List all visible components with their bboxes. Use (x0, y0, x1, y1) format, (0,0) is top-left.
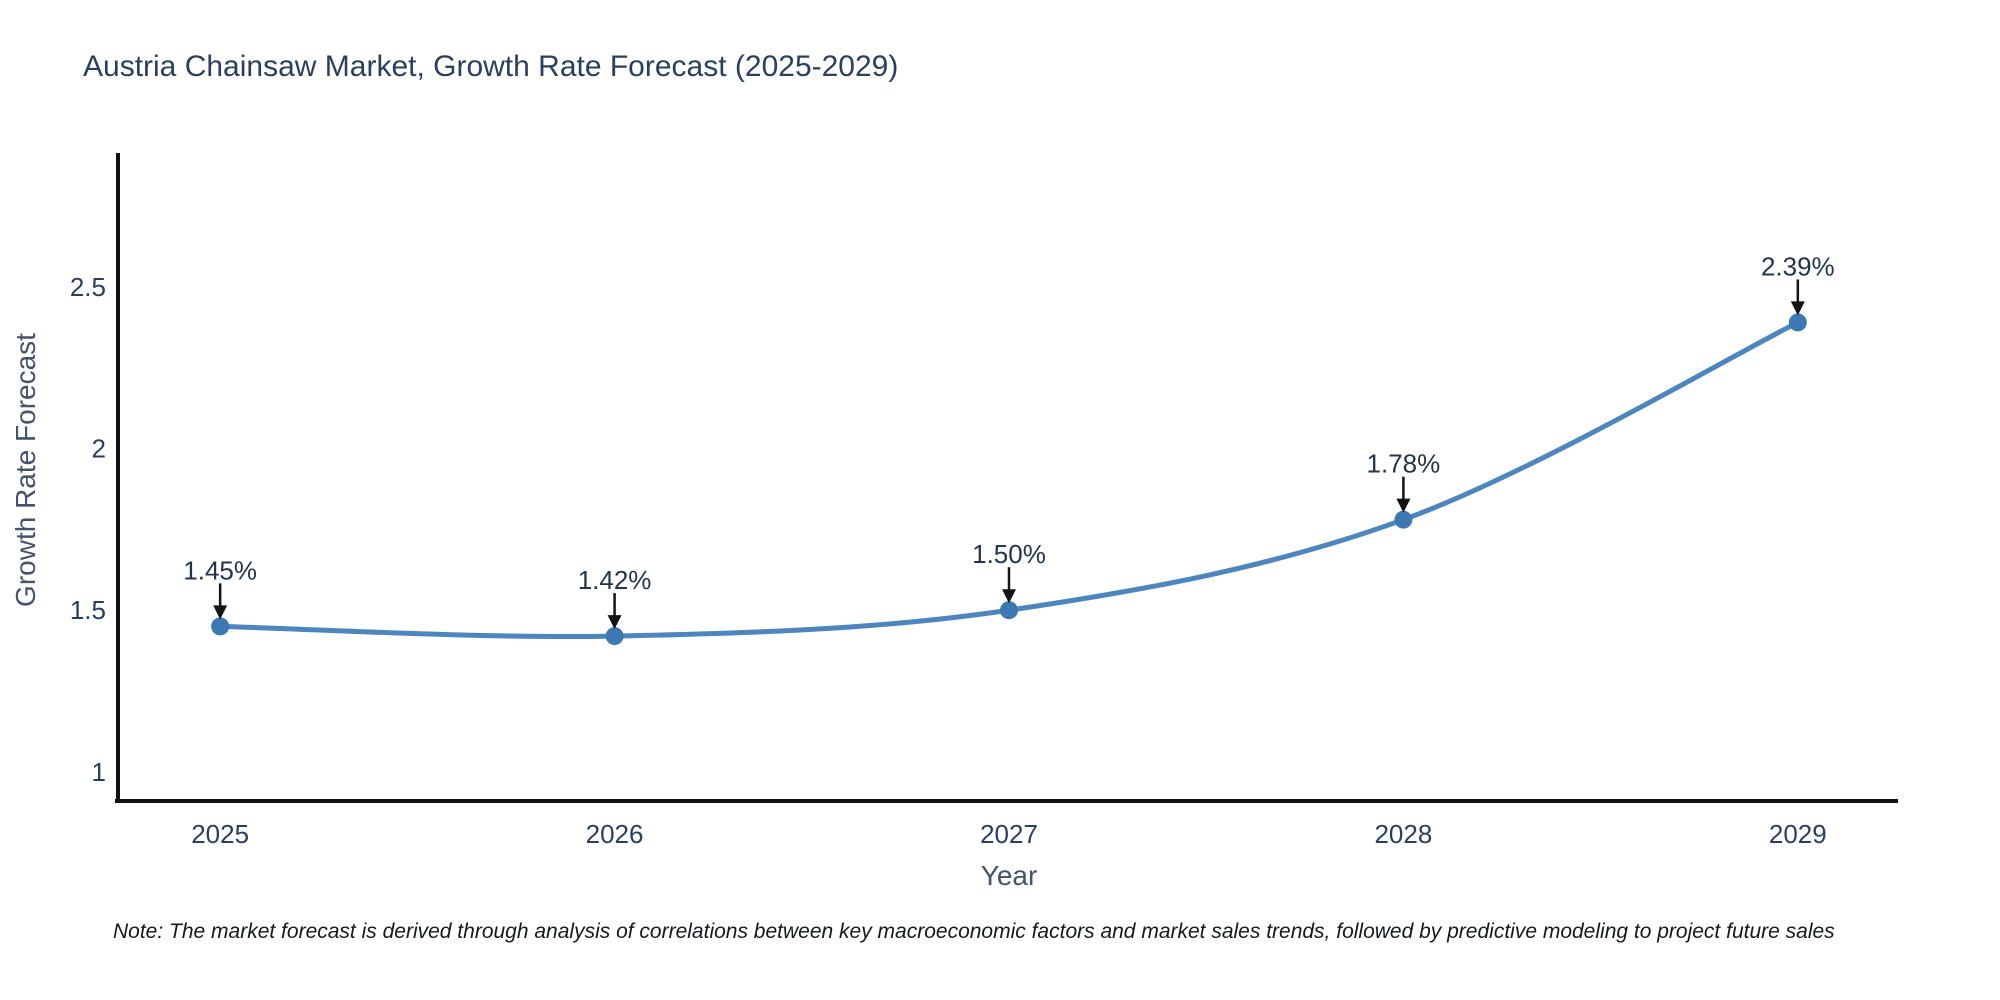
y-tick-label: 2.5 (70, 272, 106, 302)
annotation-arrowhead (1001, 589, 1016, 604)
x-tick-label: 2025 (191, 819, 249, 849)
annotation-label: 1.45% (183, 555, 257, 585)
x-tick-label: 2028 (1374, 819, 1432, 849)
y-tick-label: 1 (92, 757, 106, 787)
data-point-2026 (605, 627, 624, 646)
y-tick-label: 2 (92, 434, 106, 464)
annotation-label: 1.42% (578, 565, 652, 595)
chart-title: Austria Chainsaw Market, Growth Rate For… (83, 50, 899, 83)
data-point-2028 (1394, 510, 1413, 529)
annotation-label: 1.50% (972, 539, 1046, 569)
data-point-2029 (1788, 313, 1807, 332)
annotation-arrowhead (607, 615, 622, 630)
x-axis-title: Year (980, 860, 1038, 891)
annotation-arrowhead (1790, 301, 1805, 316)
x-tick-label: 2027 (980, 819, 1038, 849)
annotation-label: 1.78% (1367, 449, 1441, 479)
x-tick-label: 2029 (1769, 819, 1827, 849)
annotation-label: 2.39% (1761, 251, 1835, 281)
data-point-2027 (999, 601, 1018, 620)
y-tick-label: 1.5 (70, 595, 106, 625)
data-point-2025 (211, 617, 230, 636)
footnote: Note: The market forecast is derived thr… (113, 920, 1835, 943)
series-line (217, 319, 1801, 640)
annotation-arrowhead (213, 605, 228, 620)
annotation-arrowhead (1396, 498, 1411, 513)
x-tick-label: 2026 (586, 819, 644, 849)
